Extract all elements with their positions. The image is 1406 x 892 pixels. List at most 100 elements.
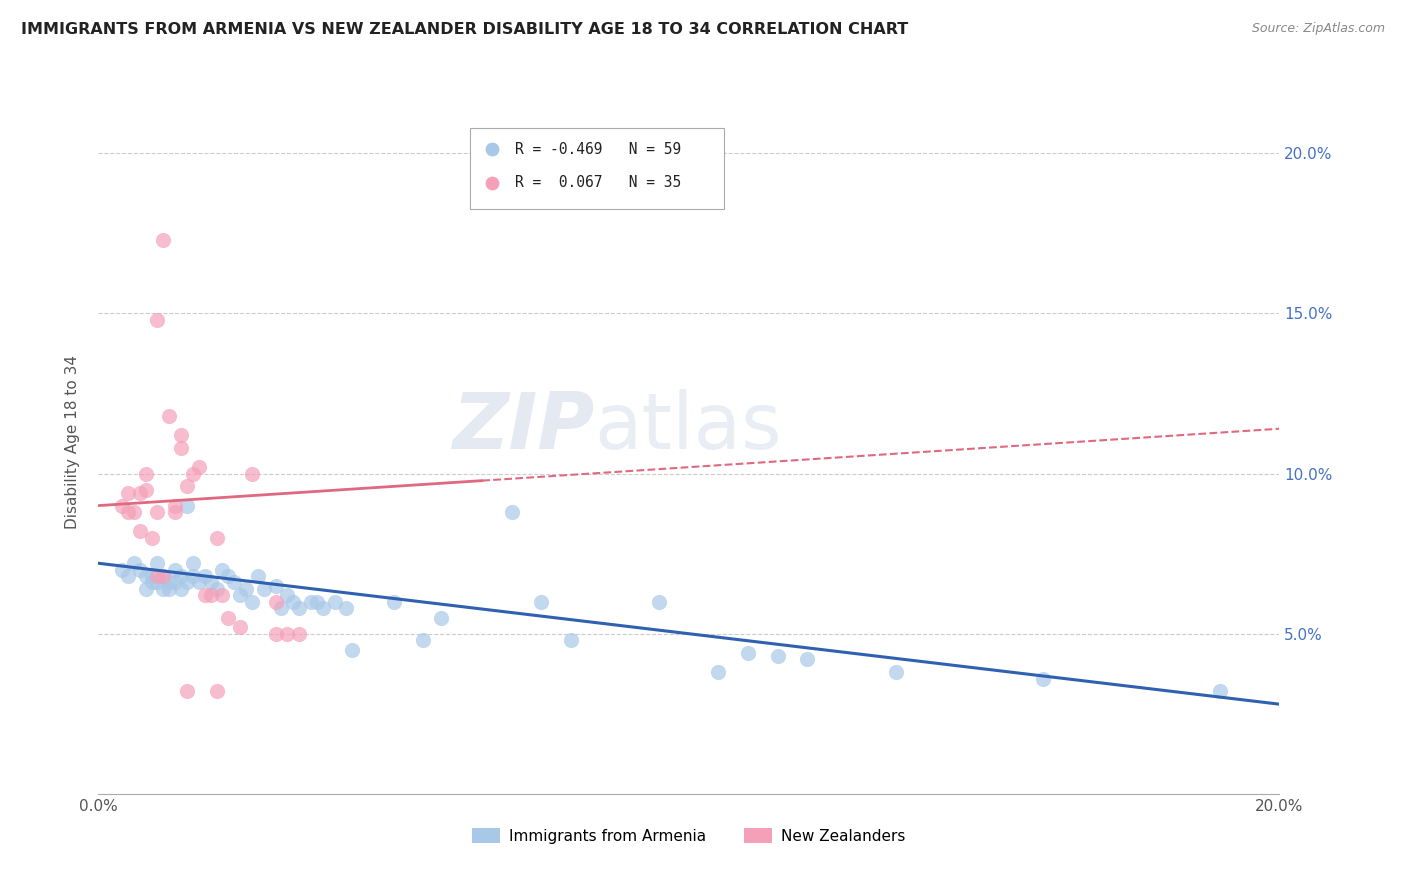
Legend: Immigrants from Armenia, New Zealanders: Immigrants from Armenia, New Zealanders	[467, 822, 911, 850]
Point	[157, 582, 180, 596]
Point	[170, 582, 193, 596]
Point	[176, 684, 198, 698]
Point	[111, 563, 134, 577]
Point	[299, 595, 322, 609]
Point	[412, 633, 434, 648]
Point	[288, 626, 311, 640]
Point	[312, 601, 335, 615]
Point	[187, 460, 209, 475]
Point	[122, 556, 145, 570]
Point	[323, 595, 346, 609]
Point	[146, 569, 169, 583]
Point	[152, 569, 174, 583]
Point	[146, 505, 169, 519]
Point	[146, 313, 169, 327]
Point	[128, 524, 150, 539]
Point	[176, 479, 198, 493]
Point	[211, 563, 233, 577]
Point	[205, 684, 228, 698]
Point	[253, 582, 276, 596]
Point	[707, 665, 730, 680]
Point	[1209, 684, 1232, 698]
Point	[181, 569, 204, 583]
Point	[176, 499, 198, 513]
Point	[135, 483, 157, 497]
Text: IMMIGRANTS FROM ARMENIA VS NEW ZEALANDER DISABILITY AGE 18 TO 34 CORRELATION CHA: IMMIGRANTS FROM ARMENIA VS NEW ZEALANDER…	[21, 22, 908, 37]
Point	[176, 575, 198, 590]
Point	[270, 601, 292, 615]
Point	[152, 233, 174, 247]
Point	[135, 467, 157, 481]
Point	[501, 505, 523, 519]
Point	[194, 588, 217, 602]
Point	[884, 665, 907, 680]
Point	[165, 563, 187, 577]
Point	[141, 531, 163, 545]
Point	[200, 575, 222, 590]
Point	[152, 569, 174, 583]
Point	[170, 441, 193, 455]
Point	[205, 531, 228, 545]
Point	[276, 626, 298, 640]
Point	[276, 588, 298, 602]
Point	[135, 569, 157, 583]
Point	[117, 485, 139, 500]
Point	[342, 642, 364, 657]
Point	[305, 595, 328, 609]
Point	[165, 505, 187, 519]
Point	[737, 646, 759, 660]
Text: ZIP: ZIP	[453, 390, 595, 466]
Point	[229, 620, 252, 634]
Point	[648, 595, 671, 609]
Point	[560, 633, 582, 648]
Point	[205, 582, 228, 596]
Point	[194, 569, 217, 583]
Point	[211, 588, 233, 602]
Point	[288, 601, 311, 615]
Point	[200, 588, 222, 602]
Point	[187, 575, 209, 590]
Point	[141, 569, 163, 583]
Point	[152, 582, 174, 596]
Point	[128, 485, 150, 500]
Point	[240, 595, 263, 609]
Point	[224, 575, 246, 590]
FancyBboxPatch shape	[471, 128, 724, 209]
Point	[1032, 672, 1054, 686]
Point	[117, 569, 139, 583]
Point	[165, 575, 187, 590]
Point	[117, 505, 139, 519]
Point	[122, 505, 145, 519]
Text: Source: ZipAtlas.com: Source: ZipAtlas.com	[1251, 22, 1385, 36]
Point	[217, 569, 239, 583]
Point	[217, 610, 239, 624]
Text: atlas: atlas	[595, 390, 782, 466]
Point	[135, 582, 157, 596]
Point	[382, 595, 405, 609]
Point	[146, 556, 169, 570]
Point	[157, 575, 180, 590]
Y-axis label: Disability Age 18 to 34: Disability Age 18 to 34	[65, 354, 80, 529]
Point	[283, 595, 305, 609]
Point	[264, 595, 287, 609]
Point	[128, 563, 150, 577]
Point	[530, 595, 553, 609]
Point	[335, 601, 357, 615]
Point	[229, 588, 252, 602]
Point	[246, 569, 269, 583]
Point	[766, 649, 789, 664]
Point	[264, 626, 287, 640]
Point	[796, 652, 818, 666]
Text: R =  0.067   N = 35: R = 0.067 N = 35	[516, 176, 682, 190]
Point	[240, 467, 263, 481]
Point	[235, 582, 257, 596]
Point	[111, 499, 134, 513]
Point	[165, 499, 187, 513]
Point	[141, 575, 163, 590]
Point	[170, 569, 193, 583]
Text: R = -0.469   N = 59: R = -0.469 N = 59	[516, 142, 682, 157]
Point	[264, 579, 287, 593]
Point	[170, 428, 193, 442]
Point	[157, 409, 180, 423]
Point	[430, 610, 453, 624]
